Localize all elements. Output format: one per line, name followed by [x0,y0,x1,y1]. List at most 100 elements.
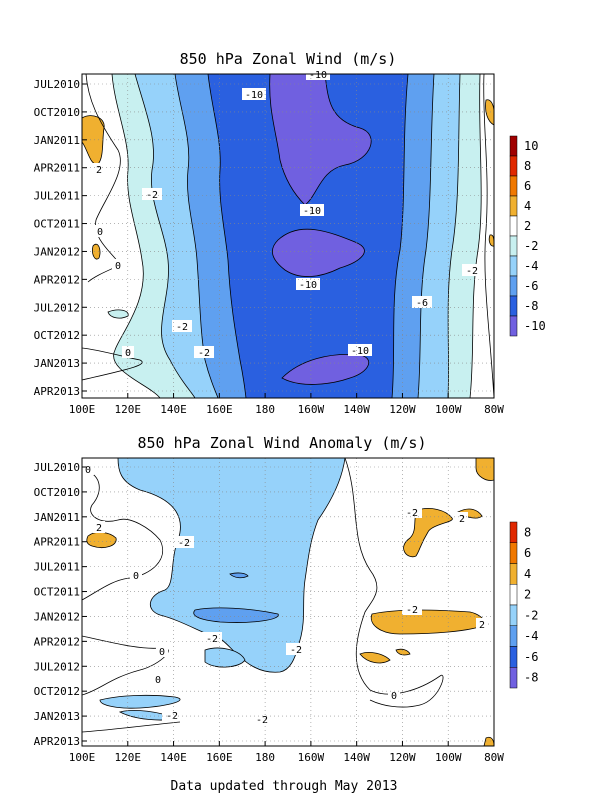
chart2-clabel-5: 2 [93,521,105,534]
chart1-contour-0-b [82,347,143,381]
colorbar-swatch [509,521,518,543]
colorbar-swatch [509,215,518,237]
colorbar-swatch [509,195,518,217]
chart2-patch-minus4-b [193,607,279,623]
y-tick-label: JAN2013 [34,357,80,370]
x-tick-label: 120W [389,751,416,764]
x-tick-label: 180 [255,403,275,416]
svg-text:2: 2 [459,514,465,525]
colorbar-swatch [509,175,518,197]
colorbar-swatch [509,563,518,585]
colorbar-label: -6 [524,279,538,293]
chart2-contour-0-a [82,469,163,601]
x-tick-label: 100E [69,751,96,764]
svg-text:-10: -10 [351,346,369,357]
svg-text:-6: -6 [416,298,428,309]
x-tick-label: 160E [206,403,233,416]
colorbar-label: 6 [524,546,531,560]
chart1-frame [81,73,495,399]
chart2-clabel-13: 0 [156,645,168,658]
chart1-grid [82,74,494,398]
colorbar-label: -2 [524,239,538,253]
chart1-patch-plus2-b [485,99,494,126]
chart2-clabel-15: 0 [388,689,400,702]
y-tick-label: APR2013 [34,385,80,398]
x-tick-label: 140W [343,751,370,764]
colorbar-swatch [509,135,518,157]
colorbar-swatch [509,155,518,177]
x-tick-label: 160E [206,751,233,764]
x-tick-label: 100W [435,751,462,764]
chart1-field [82,74,494,398]
y-tick-label: JUL2010 [34,78,80,91]
chart2-clabel-11: -2 [162,709,182,722]
x-tick-label: 120E [115,403,142,416]
x-tick-label: 160W [298,403,325,416]
chart1-colorbar: 10 8 6 4 2 -2 -4 -6 -8 -10 [509,135,546,337]
y-tick-label: OCT2010 [34,106,80,119]
svg-text:-2: -2 [198,348,210,359]
svg-text:0: 0 [125,348,131,359]
colorbar-label: 10 [524,139,538,153]
chart1-clabel-12: 0 [122,346,134,359]
y-tick-label: JUL2012 [34,301,80,314]
chart1-clabel-9: -2 [462,264,482,277]
chart1-clabel-7: -2 [172,320,192,333]
colorbar-label: 8 [524,525,531,539]
chart2-contour-0-d [82,721,181,733]
chart2-clabel-7: 2 [476,618,488,631]
svg-text:0: 0 [85,465,91,476]
chart2-patch-plus2-a [86,532,117,548]
svg-text:-2: -2 [146,190,158,201]
colorbar-label: -4 [524,629,538,643]
svg-text:-2: -2 [176,322,188,333]
svg-text:-2: -2 [466,266,478,277]
chart1-contour-labels: -10 -10 -10 -10 -10 -2 -2 -2 -2 0 0 0 2 … [93,68,482,359]
chart1-clabel-4: -10 [296,278,320,291]
y-tick-label: JUL2011 [34,190,80,203]
chart1-patch-minus10-b [271,228,365,277]
y-tick-label: JAN2012 [34,610,80,623]
x-tick-label: 100W [435,403,462,416]
chart1-patch-minus2-small [107,309,129,319]
chart1-clabel-15: -6 [412,296,432,309]
x-tick-label: 140E [160,751,187,764]
chart2-clabel-8: -2 [402,603,422,616]
chart2-clabel-1: 0 [82,463,94,476]
chart2-clabel-12: -2 [252,713,272,726]
chart2-clabel-10: -2 [286,643,306,656]
svg-text:-2: -2 [406,605,418,616]
colorbar-label: 6 [524,179,531,193]
x-tick-label: 160W [298,751,325,764]
chart2-field [82,458,494,746]
x-tick-label: 180 [255,751,275,764]
colorbar-swatch [509,275,518,297]
svg-text:0: 0 [391,691,397,702]
svg-text:0: 0 [133,571,139,582]
chart2-patch-plus2-h [483,736,494,746]
y-tick-label: OCT2012 [34,329,80,342]
svg-text:-10: -10 [303,206,321,217]
y-tick-label: JUL2012 [34,660,80,673]
svg-text:-2: -2 [406,508,418,519]
y-tick-label: APR2011 [34,162,80,175]
colorbar-swatch [509,646,518,668]
chart2-x-tick-labels: 100E 120E 140E 160E 180 160W 140W 120W 100W 80W [69,741,504,764]
svg-text:0: 0 [159,647,165,658]
y-tick-label: OCT2011 [34,586,80,599]
chart1-title: 850 hPa Zonal Wind (m/s) [180,50,397,68]
chart1-patch-minus10-a [269,74,372,206]
svg-text:-2: -2 [206,634,218,645]
colorbar-swatch [509,584,518,606]
chart1-y-tick-labels: JUL2010 OCT2010 JAN2011 APR2011 JUL2011 OCT20… [34,78,87,398]
svg-text:-2: -2 [256,715,268,726]
chart1-clabel-8: -2 [194,346,214,359]
svg-text:-10: -10 [309,70,327,81]
colorbar-swatch [509,295,518,317]
svg-text:-10: -10 [245,90,263,101]
chart2-patch-plus2-g [395,648,411,656]
chart2-clabel-3: 0 [130,569,142,582]
chart1-patch-minus10-c [281,354,370,385]
colorbar-swatch [509,255,518,277]
